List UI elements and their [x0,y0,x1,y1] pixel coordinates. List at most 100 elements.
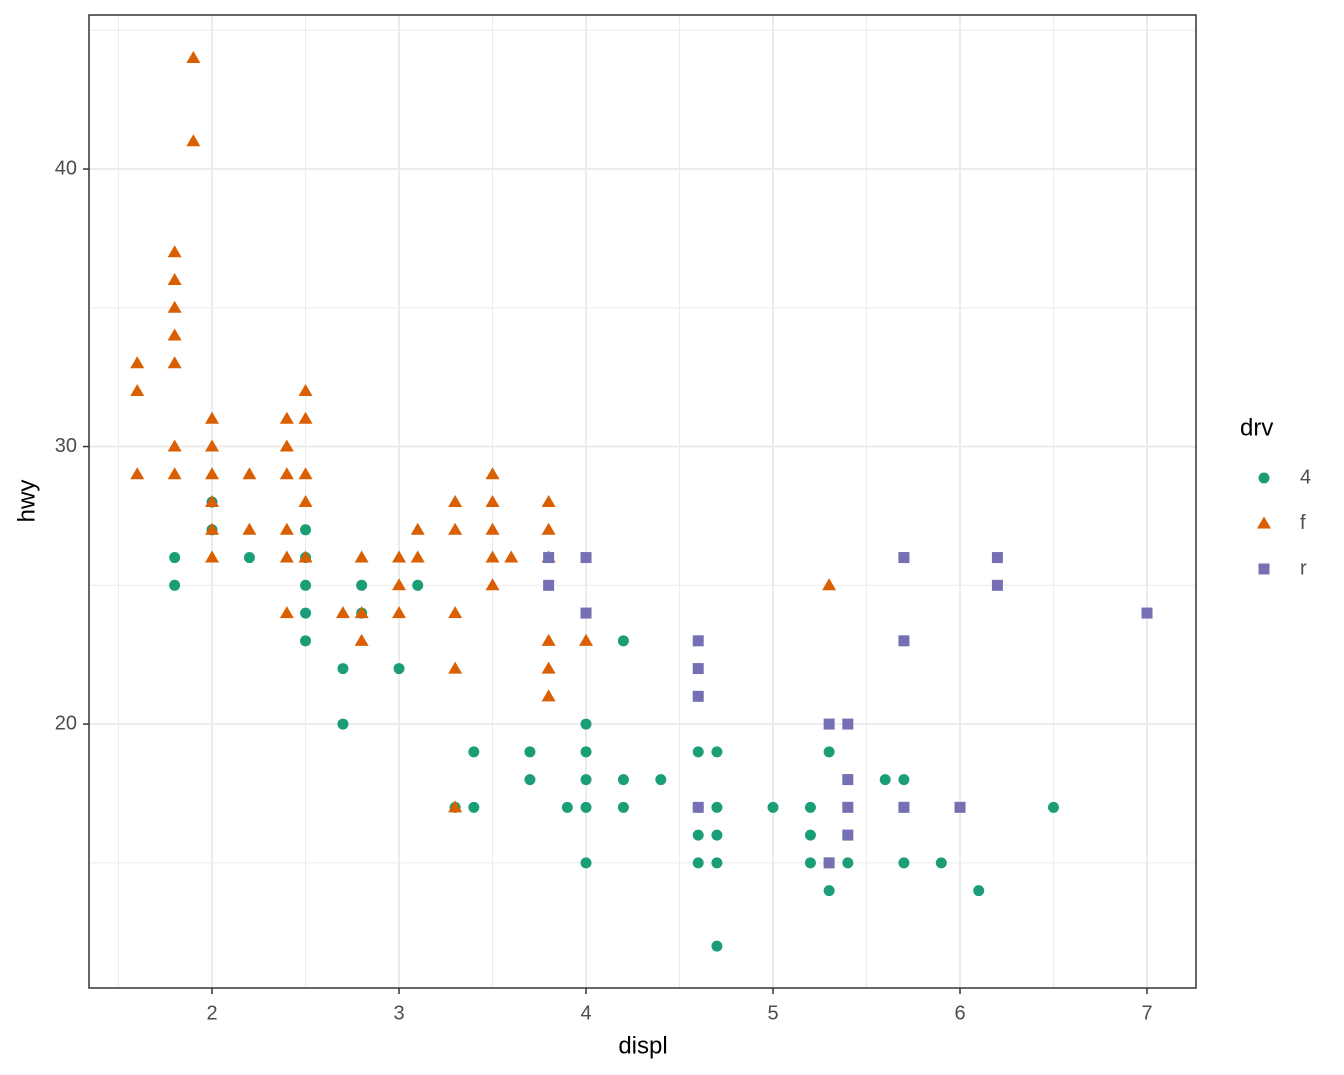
point [468,801,480,813]
point [279,439,294,452]
y-axis-title: hwy [13,480,40,523]
point [279,522,294,535]
x-tick-label: 3 [393,1002,404,1024]
point [541,495,556,508]
point [186,51,201,64]
point [448,495,463,508]
point [711,940,723,952]
x-tick-label: 6 [954,1002,965,1024]
point [167,328,182,341]
panel-border [88,14,1197,989]
point [485,495,500,508]
point [579,633,594,646]
point [169,579,181,591]
legend-title: drv [1240,414,1273,441]
point [842,774,854,786]
point [692,801,704,813]
point [298,495,313,508]
point [541,522,556,535]
x-tick-label: 4 [580,1002,591,1024]
y-tick-label: 40 [55,157,77,179]
point [412,579,424,591]
point [541,689,556,702]
point [167,273,182,286]
point [767,801,779,813]
point [543,552,555,564]
point [448,800,463,813]
point [692,663,704,675]
point [485,578,500,591]
point [354,606,369,619]
point [298,411,313,424]
point [692,690,704,702]
point [822,578,837,591]
point [1141,607,1153,619]
point [879,774,891,786]
point [356,579,368,591]
point [300,635,312,647]
point [410,550,425,563]
point [130,356,145,369]
point [243,552,255,564]
point [167,439,182,452]
point [954,801,966,813]
point [842,718,854,730]
point [692,746,704,758]
point [692,829,704,841]
point [561,801,573,813]
point [205,522,220,535]
y-tick-label: 30 [55,435,77,457]
point [898,801,910,813]
point [300,579,312,591]
point [804,829,816,841]
legend-label: f [1300,512,1306,534]
point [711,746,723,758]
point [205,411,220,424]
legend-label: 4 [1300,466,1311,488]
point [711,829,723,841]
point [130,384,145,397]
point [410,522,425,535]
legend-key [1258,563,1270,575]
point [991,552,1003,564]
point [541,661,556,674]
point [167,300,182,313]
point [448,606,463,619]
legend-label: r [1300,557,1307,579]
point [580,857,592,869]
point [935,857,947,869]
x-tick-label: 2 [206,1002,217,1024]
point [354,550,369,563]
point [298,384,313,397]
point [392,578,407,591]
point [973,885,985,897]
point [279,550,294,563]
point [692,857,704,869]
point [524,774,536,786]
point [804,801,816,813]
point [205,467,220,480]
legend-key [1257,516,1271,529]
point [692,635,704,647]
point [485,467,500,480]
point [335,606,350,619]
point [617,774,629,786]
point [242,522,257,535]
point [580,607,592,619]
point [448,661,463,674]
point [485,550,500,563]
point [842,801,854,813]
point [279,606,294,619]
point [580,552,592,564]
point [711,857,723,869]
point [898,552,910,564]
point [655,774,667,786]
point [1048,801,1060,813]
point [242,467,257,480]
point [823,718,835,730]
point [392,606,407,619]
point [393,663,405,675]
point [298,467,313,480]
point [130,467,145,480]
